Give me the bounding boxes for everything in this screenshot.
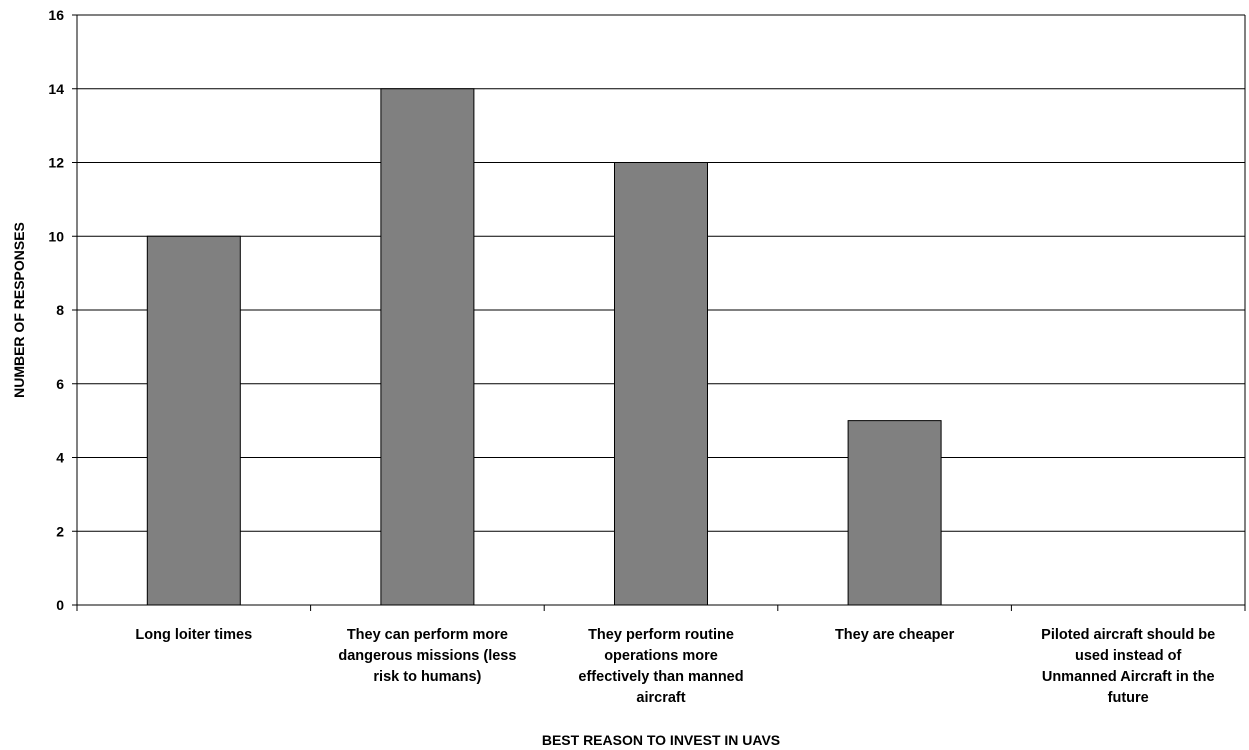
y-tick-label: 12 <box>48 155 64 171</box>
y-tick-label: 4 <box>56 450 64 466</box>
x-axis-title: BEST REASON TO INVEST IN UAVS <box>542 732 780 748</box>
y-tick-label: 14 <box>48 81 64 97</box>
x-tick-label-line: used instead of <box>1075 648 1182 664</box>
x-tick-label-line: Long loiter times <box>135 627 252 643</box>
x-tick-label-line: They are cheaper <box>835 627 955 643</box>
y-axis-title: NUMBER OF RESPONSES <box>11 222 27 398</box>
bar <box>380 88 475 606</box>
y-tick-label: 6 <box>56 376 64 392</box>
y-tick-label: 8 <box>56 302 64 318</box>
x-tick-label: They are cheaper <box>835 627 955 643</box>
x-tick-label: They perform routine operations more effec… <box>578 627 743 706</box>
x-tick-label-line: They can perform more <box>347 627 508 643</box>
y-tick-label: 10 <box>48 228 64 244</box>
bars <box>146 88 942 606</box>
y-tick-labels: 0 2 4 6 8 10 12 14 16 <box>48 7 64 613</box>
x-tick-label-line: future <box>1108 690 1149 706</box>
x-tick-label: Long loiter times <box>135 627 252 643</box>
bar <box>614 162 708 606</box>
x-tick-label-line: aircraft <box>636 690 685 706</box>
x-tick-labels: Long loiter times They can perform more da… <box>135 627 1215 706</box>
x-tick-label: Piloted aircraft should be used instead o… <box>1041 627 1215 706</box>
x-tick-label-line: Unmanned Aircraft in the <box>1042 669 1215 685</box>
x-tick-label-line: risk to humans) <box>373 669 481 685</box>
x-tick-label-line: operations more <box>604 648 718 664</box>
bar <box>847 420 942 606</box>
x-tick-label: They can perform more dangerous missions … <box>338 627 516 685</box>
y-tick-label: 2 <box>56 523 64 539</box>
bar <box>146 235 241 606</box>
x-tick-label-line: dangerous missions (less <box>338 648 516 664</box>
x-tick-label-line: Piloted aircraft should be <box>1041 627 1215 643</box>
axes <box>72 14 1246 611</box>
y-tick-label: 0 <box>56 597 64 613</box>
x-tick-label-line: They perform routine <box>588 627 734 643</box>
y-tick-label: 16 <box>48 7 64 23</box>
x-tick-label-line: effectively than manned <box>578 669 743 685</box>
